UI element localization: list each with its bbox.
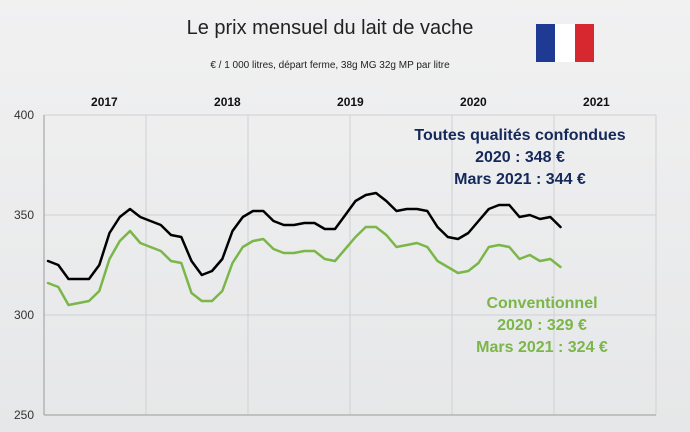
chart-title: Le prix mensuel du lait de vache (187, 17, 474, 39)
french-flag-icon (536, 24, 594, 62)
annotation-conventional-2020: 2020 : 329 € (497, 317, 587, 334)
annotation-all-qualities-2020: 2020 : 348 € (475, 149, 565, 166)
year-label-2021: 2021 (583, 95, 610, 109)
annotation-conventional: Conventionnel 2020 : 329 € Mars 2021 : 3… (476, 295, 608, 356)
annotation-conventional-march-2021: Mars 2021 : 324 € (476, 339, 608, 356)
annotation-all-qualities: Toutes qualités confondues 2020 : 348 € … (414, 127, 625, 188)
annotation-all-qualities-march-2021: Mars 2021 : 344 € (454, 171, 586, 188)
y-axis-ticks: 250 300 350 400 (14, 108, 34, 422)
series-line-0 (46, 191, 562, 281)
year-label-2018: 2018 (214, 95, 241, 109)
year-labels: 2017 2018 2019 2020 2021 (91, 95, 610, 109)
annotation-all-qualities-title: Toutes qualités confondues (414, 127, 625, 144)
year-label-2020: 2020 (460, 95, 487, 109)
year-label-2017: 2017 (91, 95, 118, 109)
series-line-1 (46, 225, 562, 307)
y-tick-label-350: 350 (14, 208, 34, 222)
flag-blue-stripe (536, 24, 555, 62)
y-tick-label-400: 400 (14, 108, 34, 122)
flag-white-stripe (555, 24, 575, 62)
chart-grid (43, 114, 657, 416)
year-label-2019: 2019 (337, 95, 364, 109)
chart-subtitle: € / 1 000 litres, départ ferme, 38g MG 3… (210, 60, 450, 71)
annotation-conventional-title: Conventionnel (486, 295, 597, 312)
flag-red-stripe (575, 24, 594, 62)
y-tick-label-300: 300 (14, 308, 34, 322)
chart-series (46, 191, 562, 307)
y-tick-label-250: 250 (14, 408, 34, 422)
